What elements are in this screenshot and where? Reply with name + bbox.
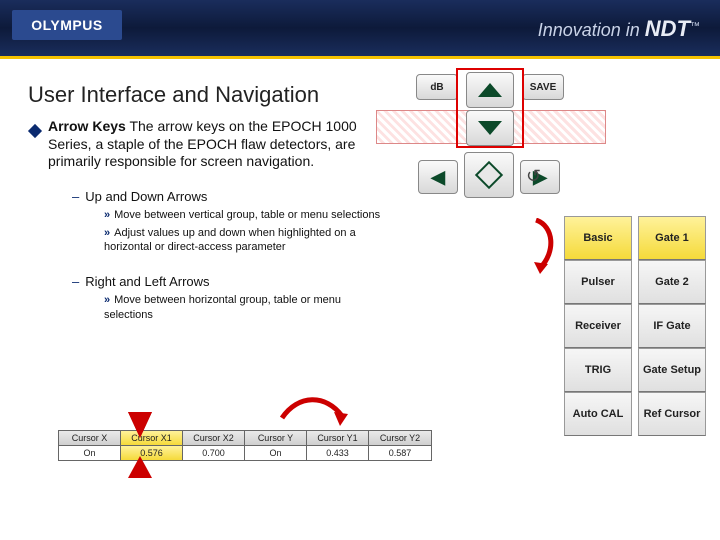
menu-receiver[interactable]: Receiver: [564, 304, 632, 348]
menu-label: Gate Setup: [643, 364, 701, 376]
menu-label: Ref Cursor: [644, 408, 701, 420]
menu-label: Auto CAL: [573, 408, 624, 420]
nav-diamond-icon: [475, 161, 503, 189]
menu-label: Receiver: [575, 320, 621, 332]
red-highlight-box: [456, 68, 524, 148]
sub-updown-item-1: » Move between vertical group, table or m…: [104, 208, 384, 222]
cursor-val: On: [245, 446, 306, 460]
menu-col-a: Basic Pulser Receiver TRIG Auto CAL: [564, 216, 632, 436]
menu-label: Gate 2: [655, 276, 689, 288]
tagline: Innovation in NDT™: [538, 16, 700, 42]
cursor-head: Cursor Y1: [307, 431, 368, 446]
raquo-icon: »: [104, 209, 110, 221]
cursor-val: 0.587: [369, 446, 431, 460]
tagline-tm: ™: [690, 21, 700, 32]
cursor-x[interactable]: Cursor X On: [59, 431, 121, 460]
tagline-bold: NDT: [645, 16, 690, 41]
menu-col-b: Gate 1 Gate 2 IF Gate Gate Setup Ref Cur…: [638, 216, 706, 436]
menu-label: TRIG: [585, 364, 611, 376]
key-save: SAVE: [522, 74, 564, 100]
arrow-left-icon: ◀: [431, 167, 445, 188]
banner: OLYMPUS Innovation in NDT™: [0, 0, 720, 56]
menu-gatesetup[interactable]: Gate Setup: [638, 348, 706, 392]
cursor-strip: Cursor X On Cursor X1 0.576 Cursor X2 0.…: [58, 430, 432, 461]
cursor-val: On: [59, 446, 120, 460]
main-paragraph: Arrow Keys The arrow keys on the EPOCH 1…: [48, 118, 378, 171]
sub-lr-label: Right and Left Arrows: [85, 274, 209, 289]
cursor-head: Cursor Y2: [369, 431, 431, 446]
raquo-icon: »: [104, 227, 110, 239]
menu-autocal[interactable]: Auto CAL: [564, 392, 632, 436]
cursor-head: Cursor Y: [245, 431, 306, 446]
menu-basic[interactable]: Basic: [564, 216, 632, 260]
cursor-x2[interactable]: Cursor X2 0.700: [183, 431, 245, 460]
key-left: ◀: [418, 160, 458, 194]
cursor-y1[interactable]: Cursor Y1 0.433: [307, 431, 369, 460]
menu-gate2[interactable]: Gate 2: [638, 260, 706, 304]
cursor-val: 0.433: [307, 446, 368, 460]
menu-ifgate[interactable]: IF Gate: [638, 304, 706, 348]
menu-label: Gate 1: [655, 232, 689, 244]
keypad-graphic: dB SAVE ◀ ▶ ↺: [414, 72, 568, 202]
sub-lr-item-1-text: Move between horizontal group, table or …: [104, 294, 341, 320]
cursor-y[interactable]: Cursor Y On: [245, 431, 307, 460]
loop-icon: ↺: [526, 166, 541, 187]
accent-bar: [0, 56, 720, 59]
curved-arrow-horizontal-icon: [278, 388, 348, 428]
cursor-val: 0.700: [183, 446, 244, 460]
main-bold: Arrow Keys: [48, 118, 126, 134]
sub-updown-title: –Up and Down Arrows: [72, 189, 720, 204]
raquo-icon: »: [104, 294, 110, 306]
sub-updown-item-1-text: Move between vertical group, table or me…: [114, 209, 380, 221]
logo: OLYMPUS: [12, 10, 122, 40]
tagline-prefix: Innovation in: [538, 20, 645, 40]
curved-arrow-icon: [530, 218, 560, 274]
bullet-icon: [28, 124, 42, 138]
dash-icon: –: [72, 189, 79, 204]
sub-updown-item-2: »Adjust values up and down when highligh…: [104, 226, 384, 255]
cursor-head: Cursor X: [59, 431, 120, 446]
menu-pulser[interactable]: Pulser: [564, 260, 632, 304]
dash-icon: –: [72, 274, 79, 289]
red-arrow-up-icon: [128, 456, 152, 478]
key-nav: [464, 152, 514, 198]
sub-updown-label: Up and Down Arrows: [85, 189, 207, 204]
menu-label: IF Gate: [653, 320, 690, 332]
menu-label: Pulser: [581, 276, 615, 288]
key-db-label: dB: [430, 82, 443, 93]
menu-trig[interactable]: TRIG: [564, 348, 632, 392]
menu-label: Basic: [583, 232, 612, 244]
red-arrow-down-icon: [128, 412, 152, 438]
sub-lr-item-1: »Move between horizontal group, table or…: [104, 293, 384, 322]
cursor-head: Cursor X2: [183, 431, 244, 446]
sub-updown-item-2-text: Adjust values up and down when highlight…: [104, 227, 356, 253]
cursor-y2[interactable]: Cursor Y2 0.587: [369, 431, 431, 460]
logo-text: OLYMPUS: [31, 17, 102, 33]
side-menu: Basic Pulser Receiver TRIG Auto CAL Gate…: [564, 216, 706, 436]
menu-refcursor[interactable]: Ref Cursor: [638, 392, 706, 436]
menu-gate1[interactable]: Gate 1: [638, 216, 706, 260]
key-db: dB: [416, 74, 458, 100]
key-save-label: SAVE: [530, 82, 557, 93]
page-title: User Interface and Navigation: [28, 82, 720, 108]
